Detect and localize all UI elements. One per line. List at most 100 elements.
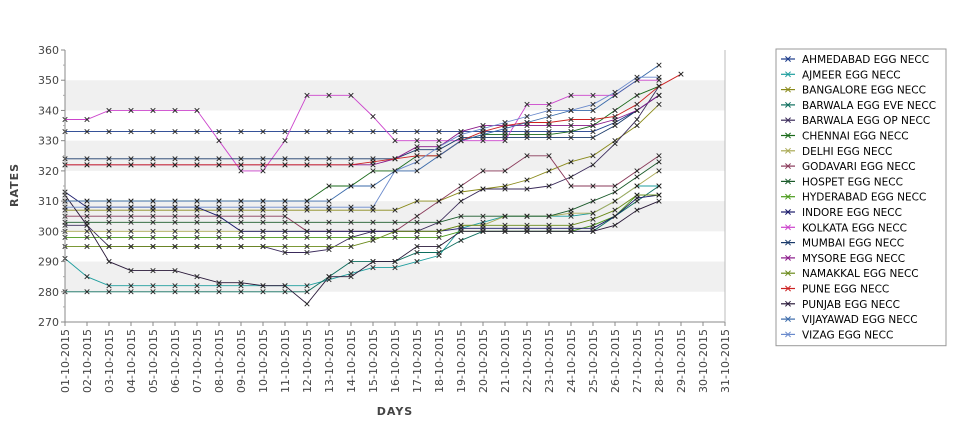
data-point <box>150 283 156 289</box>
data-point <box>502 125 508 132</box>
data-point <box>612 141 618 147</box>
data-point <box>282 162 288 168</box>
data-point <box>84 222 90 228</box>
legend-label: AHMEDABAD EGG NECC <box>802 54 929 66</box>
legend-item: DELHI EGG NECC <box>781 146 892 158</box>
data-point <box>502 119 508 126</box>
data-point <box>150 107 156 114</box>
data-point <box>106 198 112 204</box>
data-point <box>656 101 662 108</box>
data-point <box>194 228 200 234</box>
data-point <box>172 204 178 210</box>
series-17 <box>62 192 662 307</box>
data-point <box>590 210 596 216</box>
data-point <box>414 144 420 150</box>
data-point <box>348 219 354 225</box>
data-point <box>282 243 288 250</box>
legend-item: HYDERABAD EGG NECC <box>781 192 926 204</box>
data-point <box>304 156 310 162</box>
data-point <box>436 249 442 256</box>
x-tick-label: 28-10-2015 <box>653 329 666 393</box>
legend-label: BANGALORE EGG NECC <box>802 85 926 97</box>
x-tick-label: 30-10-2015 <box>697 329 710 393</box>
x-axis-title: DAYS <box>377 405 413 418</box>
data-point <box>634 116 640 123</box>
data-point <box>150 198 156 204</box>
data-point <box>326 156 332 162</box>
x-tick-label: 31-10-2015 <box>719 329 732 393</box>
data-point <box>524 119 530 126</box>
data-point <box>150 268 156 274</box>
data-point <box>436 138 442 144</box>
data-point <box>524 177 530 183</box>
data-point <box>634 92 640 98</box>
data-point <box>568 116 574 123</box>
data-point <box>216 204 222 210</box>
data-point <box>546 228 552 234</box>
data-point <box>568 92 574 98</box>
y-tick-label: 320 <box>38 165 59 178</box>
legend-label: INDORE EGG NECC <box>802 207 902 219</box>
data-point <box>216 243 222 250</box>
series-line <box>65 161 660 223</box>
data-point <box>524 213 530 219</box>
data-point <box>634 101 640 108</box>
data-point <box>348 243 354 250</box>
data-point <box>304 228 310 234</box>
data-point <box>304 301 310 307</box>
legend-marker <box>785 239 791 246</box>
data-point <box>656 198 662 204</box>
data-point <box>546 101 552 108</box>
data-point <box>216 128 222 135</box>
data-point <box>546 119 552 126</box>
data-point <box>458 222 464 228</box>
x-tick-label: 27-10-2015 <box>631 329 644 393</box>
data-point <box>106 156 112 162</box>
data-point <box>326 234 332 240</box>
data-point <box>656 74 662 80</box>
data-point <box>84 228 90 234</box>
data-point <box>634 207 640 213</box>
data-point <box>656 83 662 89</box>
legend-item: BARWALA EGG EVE NECC <box>781 100 936 112</box>
legend-label: HOSPET EGG NECC <box>802 176 903 188</box>
legend-marker <box>785 178 791 185</box>
data-point <box>612 222 618 228</box>
data-point <box>634 183 640 189</box>
data-point <box>84 274 90 280</box>
data-point <box>370 159 376 165</box>
legend-box <box>775 48 947 347</box>
data-point <box>194 198 200 204</box>
plot-background <box>65 50 725 322</box>
data-point <box>106 162 112 168</box>
data-point <box>590 101 596 108</box>
legend-item: VIZAG EGG NECC <box>781 329 893 341</box>
data-point <box>348 274 354 280</box>
data-point <box>414 243 420 250</box>
data-point <box>502 168 508 174</box>
y-tick-label: 280 <box>38 286 59 299</box>
data-point <box>106 128 112 135</box>
data-point <box>436 243 442 250</box>
data-point <box>568 228 574 234</box>
data-point <box>106 228 112 234</box>
data-point <box>150 213 156 219</box>
data-point <box>612 107 618 114</box>
data-point <box>480 186 486 192</box>
data-point <box>282 228 288 234</box>
x-tick-label: 15-10-2015 <box>367 329 380 393</box>
data-point <box>524 228 530 234</box>
data-point <box>172 156 178 162</box>
data-point <box>458 132 464 138</box>
data-point <box>546 222 552 228</box>
data-point <box>634 192 640 198</box>
data-point <box>612 89 618 95</box>
data-point <box>414 213 420 219</box>
legend-item: AHMEDABAD EGG NECC <box>781 54 929 66</box>
series-line <box>65 194 659 247</box>
grid-band <box>65 140 725 171</box>
data-point <box>150 156 156 162</box>
legend-marker <box>785 56 791 62</box>
legend-item: CHENNAI EGG NECC <box>781 131 909 143</box>
data-point <box>414 198 420 204</box>
